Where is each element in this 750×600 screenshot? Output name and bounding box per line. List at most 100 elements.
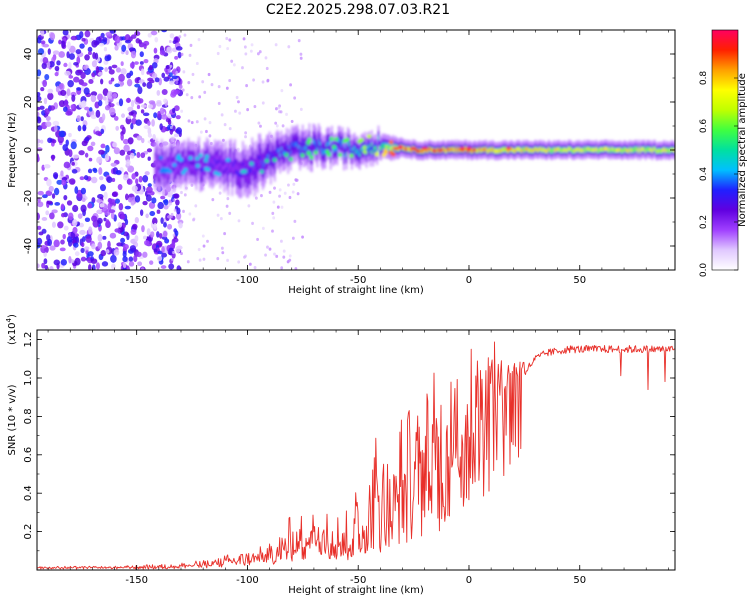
- ridge-spot: [307, 137, 312, 142]
- noise-blob: [194, 204, 198, 208]
- ridge-core: [195, 167, 198, 171]
- noise-blob: [175, 199, 180, 206]
- noise-blob: [180, 109, 184, 113]
- noise-blob: [175, 246, 181, 253]
- noise-blob: [95, 130, 101, 136]
- noise-blob: [91, 72, 96, 78]
- noise-blob: [98, 42, 105, 47]
- ridge-core: [360, 147, 363, 152]
- ridge-core: [658, 148, 660, 153]
- ridge-core: [204, 161, 207, 166]
- ridge-core: [642, 147, 644, 152]
- noise-blob: [120, 237, 126, 243]
- noise-blob: [114, 198, 120, 204]
- noise-blob: [109, 107, 116, 116]
- ridge-core: [260, 160, 263, 165]
- noise-blob: [40, 139, 44, 144]
- ridge-core: [663, 147, 666, 151]
- noise-blob: [37, 154, 40, 162]
- noise-blob: [64, 99, 69, 108]
- ridge-core: [583, 146, 586, 151]
- noise-blob: [41, 62, 47, 70]
- ridge-core: [285, 144, 288, 148]
- noise-blob: [90, 94, 97, 103]
- ridge-core: [547, 146, 550, 151]
- noise-blob: [120, 133, 124, 141]
- noise-blob: [49, 105, 56, 111]
- spectrogram-xlabel: Height of straight line (km): [288, 285, 424, 296]
- ridge-core: [232, 162, 235, 167]
- snr-xlabel: Height of straight line (km): [288, 585, 424, 596]
- ridge-core: [557, 147, 559, 152]
- ridge-core: [325, 142, 328, 147]
- noise-blob: [160, 217, 164, 224]
- noise-blob: [144, 171, 150, 176]
- noise-blob: [135, 178, 139, 185]
- noise-blob: [108, 209, 116, 214]
- noise-blob: [43, 97, 48, 105]
- ridge-core: [608, 147, 611, 151]
- ridge-core: [615, 148, 618, 153]
- ridge-core: [353, 145, 356, 150]
- noise-blob: [264, 56, 268, 60]
- noise-blob: [45, 116, 51, 121]
- noise-blob: [145, 213, 149, 219]
- noise-blob: [68, 149, 73, 158]
- noise-blob: [111, 263, 116, 270]
- ridge-core: [158, 166, 160, 170]
- noise-blob: [125, 98, 132, 103]
- noise-blob: [98, 149, 105, 155]
- ridge-core: [441, 148, 444, 152]
- noise-blob: [139, 61, 144, 65]
- ridge-core: [635, 146, 638, 151]
- snr-frame: [36, 329, 676, 571]
- noise-blob: [100, 250, 107, 257]
- noise-blob: [75, 49, 82, 55]
- ridge-hotspot: [505, 147, 513, 150]
- ridge-core: [333, 147, 336, 152]
- ridge-core: [492, 146, 494, 151]
- ridge-core: [420, 149, 422, 154]
- noise-blob: [130, 201, 135, 206]
- noise-blob: [54, 65, 60, 72]
- ridge-core: [503, 147, 506, 152]
- noise-blob: [156, 209, 161, 214]
- ridge-core: [247, 171, 250, 176]
- ridge-core: [429, 147, 432, 152]
- ridge-core: [335, 146, 337, 150]
- noise-blob: [68, 255, 72, 264]
- ridge-core: [165, 163, 167, 167]
- noise-blob: [226, 258, 229, 262]
- noise-blob: [79, 229, 86, 236]
- noise-blob: [80, 256, 87, 262]
- snr-scale-label: (x104): [5, 314, 18, 345]
- noise-blob: [47, 88, 54, 94]
- noise-blob: [63, 62, 68, 68]
- noise-blob: [161, 246, 165, 253]
- noise-blob: [52, 120, 60, 126]
- noise-blob: [91, 215, 98, 222]
- ridge-core: [539, 146, 542, 151]
- noise-blob: [124, 39, 132, 44]
- ridge-core: [619, 147, 622, 152]
- noise-blob: [117, 183, 123, 191]
- ridge-core: [336, 148, 339, 153]
- noise-blob: [37, 190, 44, 196]
- noise-blob: [121, 44, 127, 52]
- noise-blob: [189, 43, 193, 47]
- noise-blob: [66, 88, 71, 97]
- ridge-core: [660, 149, 663, 154]
- noise-blob: [142, 82, 147, 87]
- ridge-spot: [183, 167, 188, 172]
- noise-blob: [79, 176, 85, 181]
- noise-blob: [71, 161, 75, 166]
- ridge-core: [259, 155, 262, 160]
- noise-blob: [147, 120, 151, 126]
- noise-blob: [111, 191, 118, 197]
- noise-blob: [151, 62, 158, 69]
- noise-blob: [91, 264, 96, 270]
- ridge-core: [531, 148, 534, 153]
- noise-blob: [293, 96, 297, 100]
- noise-blob: [195, 120, 199, 124]
- noise-blob: [173, 138, 177, 142]
